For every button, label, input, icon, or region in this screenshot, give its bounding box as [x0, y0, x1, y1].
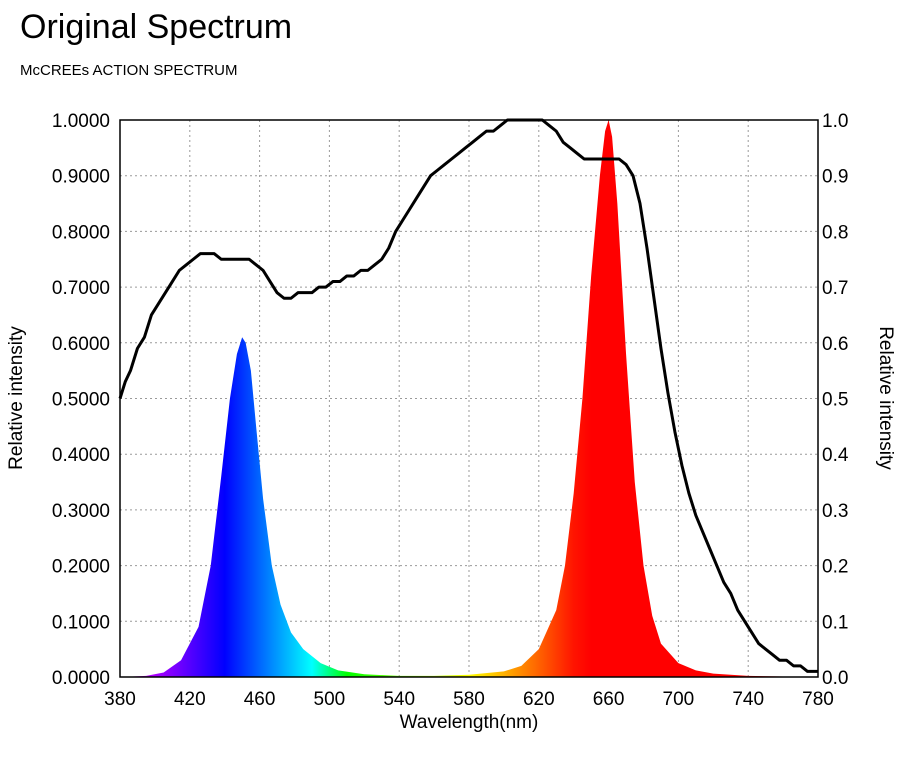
x-tick-label: 460 — [244, 689, 276, 710]
plot-frame — [119, 119, 819, 678]
x-tick-label: 700 — [663, 689, 695, 710]
y-tick-label-left: 0.1000 — [52, 612, 110, 633]
x-tick-label: 420 — [174, 689, 206, 710]
y-tick-label-left: 1.0000 — [52, 111, 110, 132]
led-spectrum-area — [120, 120, 818, 677]
x-tick-label: 500 — [314, 689, 346, 710]
x-tick-label: 620 — [523, 689, 555, 710]
x-tick-label: 740 — [732, 689, 764, 710]
action-spectrum-layer — [118, 118, 818, 673]
y-tick-label-left: 0.9000 — [52, 167, 110, 188]
y-tick-label-left: 0.8000 — [52, 222, 110, 243]
x-tick-label: 780 — [802, 689, 834, 710]
chart-title: Original Spectrum — [20, 8, 293, 46]
y-tick-label-left: 0.7000 — [52, 278, 110, 299]
y-tick-label-right: 0.9 — [822, 167, 848, 188]
x-axis-label: Wavelength(nm) — [400, 712, 539, 733]
y-tick-label-left: 0.5000 — [52, 390, 110, 411]
y-tick-label-left: 0.0000 — [52, 668, 110, 689]
y-tick-label-right: 0.3 — [822, 501, 848, 522]
y-tick-label-right: 0.4 — [822, 445, 849, 466]
x-tick-label: 540 — [383, 689, 415, 710]
y-tick-label-right: 0.0 — [822, 668, 848, 689]
y-tick-label-left: 0.6000 — [52, 334, 110, 355]
y-tick-label-right: 0.5 — [822, 390, 848, 411]
y-tick-label-right: 0.2 — [822, 557, 848, 578]
x-tick-label: 580 — [453, 689, 485, 710]
x-tick-label: 660 — [593, 689, 625, 710]
y-tick-label-right: 1.0 — [822, 111, 848, 132]
y-tick-label-left: 0.3000 — [52, 501, 110, 522]
y-tick-label-left: 0.4000 — [52, 445, 110, 466]
y-axis-label-right: Relative intensity — [875, 326, 896, 470]
y-axis-label-left: Relative intensity — [6, 326, 27, 470]
y-tick-label-right: 0.8 — [822, 222, 848, 243]
y-tick-labels-left: 0.0000 0.1000 0.2000 0.3000 0.4000 0.5000 0.60… — [52, 111, 110, 689]
y-tick-label-right: 0.1 — [822, 612, 848, 633]
y-tick-label-right: 0.6 — [822, 334, 848, 355]
led-spectrum-layer — [120, 120, 818, 677]
y-tick-label-right: 0.7 — [822, 278, 848, 299]
chart-subtitle: McCREEs ACTION SPECTRUM — [20, 62, 238, 79]
x-tick-label: 380 — [104, 689, 136, 710]
y-tick-label-left: 0.2000 — [52, 557, 110, 578]
x-tick-labels: 380 420 460 500 540 580 620 660 700 740 780 — [104, 689, 834, 710]
action-spectrum-line — [118, 118, 818, 673]
y-tick-labels-right: 0.0 0.1 0.2 0.3 0.4 0.5 0.6 0.7 0.8 0.9 1.0 — [822, 111, 849, 689]
